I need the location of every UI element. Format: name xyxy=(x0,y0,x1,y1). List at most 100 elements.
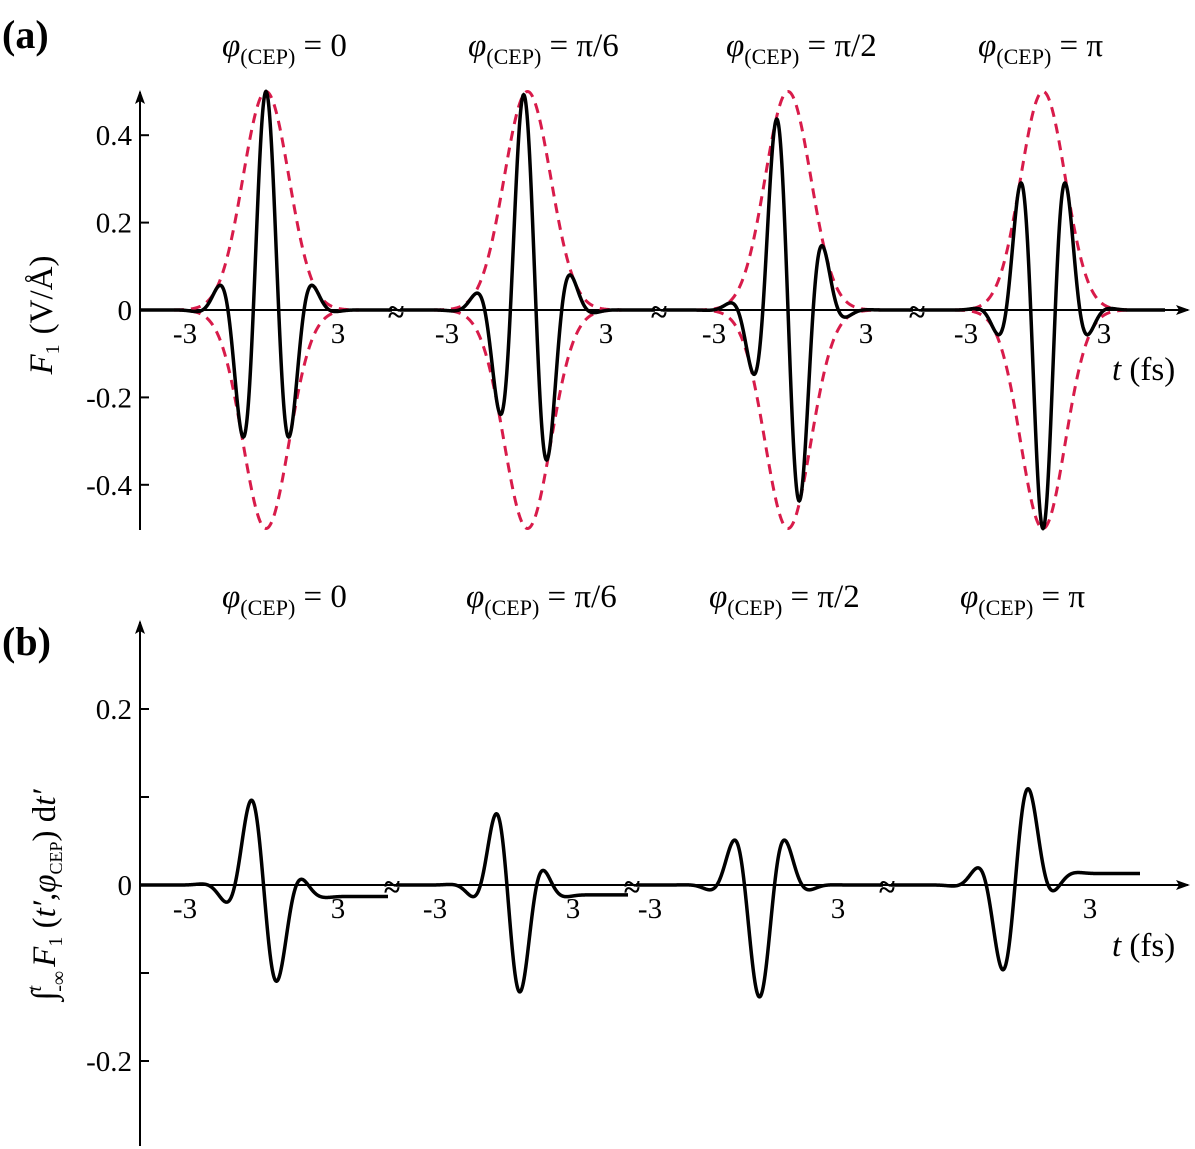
xlabel-units: (fs) xyxy=(1121,928,1175,964)
x-tick-label: 3 xyxy=(331,893,346,925)
field-curve-cep-pi xyxy=(921,180,1165,531)
y-tick-label: -0.2 xyxy=(86,382,132,414)
phi-symbol: φ xyxy=(466,579,484,615)
panel-a-xlabel: t (fs) xyxy=(1112,352,1175,388)
axis-break: ≈ xyxy=(879,871,895,904)
axis-break: ≈ xyxy=(624,871,640,904)
ylabel-close: ) d xyxy=(27,805,63,841)
x-tick-label: -3 xyxy=(702,318,726,350)
y-tick-label: -0.4 xyxy=(86,470,132,502)
panel-b-ylabel: ∫t -∞ F1 (t′,φCEP) dt′ xyxy=(24,789,70,1003)
field-curve-cep-pi2 xyxy=(663,117,913,503)
panel-a-ylabel: F1 (V/Å) xyxy=(23,256,64,376)
panel-b: (b) φ(CEP) = 0 φ(CEP) = π/6 φ(CEP) = π/2… xyxy=(2,579,1190,1146)
phi-symbol: φ xyxy=(726,28,744,64)
ylabel-units: (V/Å) xyxy=(23,256,60,335)
cep-subscript: (CEP) xyxy=(727,595,782,620)
integral-curve-cep-pi xyxy=(891,787,1140,972)
cep-value: = π/2 xyxy=(782,579,859,615)
panel-a-label: (a) xyxy=(2,12,49,57)
x-tick-label: -3 xyxy=(638,893,662,925)
panel-b-title-3: φ(CEP) = π/2 xyxy=(709,579,860,620)
y-tick-label: 0.2 xyxy=(96,694,132,726)
cep-value: = π/2 xyxy=(799,28,876,64)
xlabel-symbol: t xyxy=(1112,928,1122,964)
x-tick-label: 3 xyxy=(331,318,346,350)
panel-b-title-1: φ(CEP) = 0 xyxy=(222,579,347,620)
integral-curve-cep-pi2 xyxy=(636,838,883,999)
cep-subscript: (CEP) xyxy=(484,595,539,620)
x-tick-label: 3 xyxy=(1097,318,1112,350)
axis-break: ≈ xyxy=(651,296,667,329)
y-tick-label: 0.4 xyxy=(96,120,133,152)
envelope-upper-cep-0 xyxy=(140,89,392,312)
x-tick-label: -3 xyxy=(435,318,459,350)
ylabel-subscript: 1 xyxy=(45,937,67,947)
cep-subscript: (CEP) xyxy=(240,595,295,620)
cep-subscript: (CEP) xyxy=(978,595,1033,620)
x-tick-label: 3 xyxy=(599,318,614,350)
panel-a-title-4: φ(CEP) = π xyxy=(978,28,1103,69)
integral-sign: ∫ xyxy=(26,989,65,1003)
x-tick-label: 3 xyxy=(1083,893,1098,925)
panel-a-title-2: φ(CEP) = π/6 xyxy=(468,28,619,69)
x-tick-label: 3 xyxy=(859,318,874,350)
x-tick-label: -3 xyxy=(423,893,447,925)
x-tick-label: -3 xyxy=(954,318,978,350)
x-tick-label: -3 xyxy=(173,893,197,925)
integral-curve-cep-pi6 xyxy=(396,812,628,994)
phi-symbol: φ xyxy=(222,579,240,615)
panel-a-y-ticks: 0.4 0.2 0 -0.2 -0.4 xyxy=(86,120,149,502)
ylabel-subscript: 1 xyxy=(42,344,64,354)
phi-symbol: φ xyxy=(468,28,486,64)
ylabel-symbol: F xyxy=(27,946,63,968)
field-curve-cep-pi6 xyxy=(400,92,655,463)
axis-break: ≈ xyxy=(384,871,400,904)
panel-b-label: (b) xyxy=(2,619,51,664)
panel-b-title-2: φ(CEP) = π/6 xyxy=(466,579,617,620)
panel-a-title-3: φ(CEP) = π/2 xyxy=(726,28,877,69)
integral-lower: -∞ xyxy=(48,971,70,992)
cep-subscript: (CEP) xyxy=(240,44,295,69)
phi-symbol: φ xyxy=(960,579,978,615)
x-tick-label: -3 xyxy=(173,318,197,350)
integral-curve-cep-0 xyxy=(140,798,388,983)
axis-break: ≈ xyxy=(388,296,404,329)
panel-b-curves xyxy=(140,787,1140,999)
cep-value: = π/6 xyxy=(541,28,618,64)
ylabel-arg1: t′,φ xyxy=(27,875,63,918)
cep-value: = π xyxy=(1033,579,1085,615)
y-tick-label: -0.2 xyxy=(86,1046,132,1078)
phi-symbol: φ xyxy=(222,28,240,64)
ylabel-arg2: t′ xyxy=(27,789,63,806)
cep-subscript: (CEP) xyxy=(996,44,1051,69)
phi-symbol: φ xyxy=(709,579,727,615)
y-tick-label: 0 xyxy=(118,295,133,327)
xlabel-symbol: t xyxy=(1112,352,1122,388)
x-tick-label: 3 xyxy=(566,893,581,925)
panel-b-title-4: φ(CEP) = π xyxy=(960,579,1085,620)
ylabel-open: ( xyxy=(27,917,63,936)
phi-symbol: φ xyxy=(978,28,996,64)
panel-b-xlabel: t (fs) xyxy=(1112,928,1175,964)
panel-a-title-1: φ(CEP) = 0 xyxy=(222,28,347,69)
panel-a: (a) φ(CEP) = 0 φ(CEP) = π/6 φ(CEP) = π/2… xyxy=(2,12,1190,531)
ylabel-symbol: F xyxy=(24,353,60,375)
envelope-upper-cep-pi xyxy=(921,89,1165,312)
axis-break: ≈ xyxy=(909,296,925,329)
cep-subscript: (CEP) xyxy=(486,44,541,69)
cep-value: = π/6 xyxy=(539,579,616,615)
cep-value: = 0 xyxy=(295,28,347,64)
xlabel-units: (fs) xyxy=(1121,352,1175,388)
cep-value: = 0 xyxy=(295,579,347,615)
integral-upper: t xyxy=(24,985,46,991)
y-tick-label: 0.2 xyxy=(96,208,132,240)
ylabel-arg-subscript: CEP xyxy=(46,841,66,874)
field-curve-cep-0 xyxy=(140,89,392,440)
cep-subscript: (CEP) xyxy=(744,44,799,69)
panel-b-y-ticks: 0.2 0 -0.2 xyxy=(86,694,149,1078)
x-tick-label: 3 xyxy=(831,893,846,925)
panel-a-curves xyxy=(140,89,1165,531)
cep-value: = π xyxy=(1051,28,1103,64)
